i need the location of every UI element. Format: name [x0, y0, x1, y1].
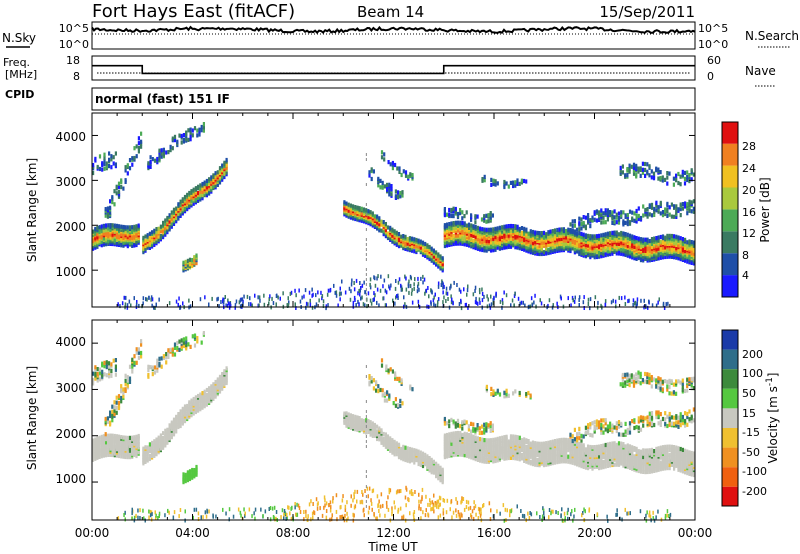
station-title: Fort Hays East (fitACF)	[92, 1, 295, 22]
cpid-label: CPID	[5, 88, 34, 101]
noise-sky-line	[91, 25, 696, 34]
cpid-panel-frame	[91, 87, 696, 111]
power-cbar-tick-20: 20	[742, 184, 756, 197]
noise-sky-trace	[91, 25, 696, 35]
vel-cbar-tick-m200: -200	[742, 485, 767, 498]
noise-left-tick-top: 10^5	[59, 22, 89, 35]
vel-cbar-tick-15: 15	[742, 407, 756, 420]
velocity-ytick-4000: 4000	[55, 335, 86, 349]
xtick-24: 00:00	[678, 526, 713, 540]
xtick-04: 04:00	[175, 526, 210, 540]
power-cbar-tick-28: 28	[742, 140, 756, 153]
n-sky-label: N.Sky	[2, 31, 36, 45]
power-ytick-2000: 2000	[55, 220, 86, 234]
vel-cbar-tick-m15: -15	[742, 426, 760, 439]
xtick-12: 12:00	[376, 526, 411, 540]
noise-panel-frame	[91, 21, 696, 50]
beam-title: Beam 14	[357, 3, 424, 21]
xtick-00: 00:00	[75, 526, 110, 540]
xtick-20: 20:00	[577, 526, 612, 540]
vel-cbar-tick-m100: -100	[742, 465, 767, 478]
velocity-axis-ticks	[91, 320, 696, 520]
power-heatmap	[92, 122, 695, 311]
power-ytick-3000: 3000	[55, 175, 86, 189]
power-cbar-label: Power [dB]	[758, 177, 772, 242]
velocity-ylabel: Slant Range [km]	[25, 366, 39, 470]
nave-right-tick-top: 60	[707, 54, 721, 67]
freq-label-line2: [MHz]	[5, 68, 37, 81]
vel-cbar-tick-50: 50	[742, 387, 756, 400]
xtick-08: 08:00	[276, 526, 311, 540]
power-ytick-4000: 4000	[55, 130, 86, 144]
power-ytick-1000: 1000	[55, 265, 86, 279]
nave-right-tick-bottom: 0	[707, 70, 714, 83]
velocity-ytick-2000: 2000	[55, 427, 86, 441]
vel-cbar-tick-m50: -50	[742, 446, 760, 459]
xaxis-label: Time UT	[367, 540, 418, 554]
n-search-label: N.Search	[745, 29, 799, 43]
vel-cbar-tick-100: 100	[742, 367, 763, 380]
xtick-16: 16:00	[477, 526, 512, 540]
velocity-ytick-1000: 1000	[55, 472, 86, 486]
power-cbar-tick-16: 16	[742, 206, 756, 219]
power-ylabel: Slant Range [km]	[25, 158, 39, 262]
velocity-colorbar	[721, 329, 739, 507]
power-colorbar	[721, 121, 739, 298]
freq-panel-frame	[91, 55, 696, 81]
freq-left-tick-bottom: 8	[73, 70, 80, 83]
freq-label-line1: Freq.	[3, 56, 30, 69]
date-title: 15/Sep/2011	[599, 3, 695, 21]
noise-left-tick-bottom: 10^0	[59, 38, 89, 51]
power-panel: 1000 2000 3000 4000 Slant Range [km]	[25, 112, 696, 311]
power-axis-ticks	[91, 113, 696, 307]
power-cbar-tick-12: 12	[742, 227, 756, 240]
power-cbar-tick-8: 8	[742, 249, 749, 262]
nave-label: Nave	[745, 64, 776, 78]
velocity-cbar-label: Velocity [m s-1]	[765, 373, 780, 464]
noise-right-tick-bottom: 10^0	[698, 38, 728, 51]
vel-cbar-tick-200: 200	[742, 348, 763, 361]
noise-right-tick-top: 10^5	[698, 22, 728, 35]
frequency-trace	[92, 64, 695, 75]
power-cbar-tick-24: 24	[742, 162, 756, 175]
power-cbar-tick-4: 4	[742, 269, 749, 282]
velocity-ytick-3000: 3000	[55, 381, 86, 395]
freq-left-tick-top: 18	[66, 54, 80, 67]
velocity-heatmap	[92, 331, 695, 523]
velocity-panel: 1000 2000 3000 4000 Slant Range [km]	[25, 319, 696, 523]
mode-label: normal (fast) 151 IF	[95, 92, 230, 106]
